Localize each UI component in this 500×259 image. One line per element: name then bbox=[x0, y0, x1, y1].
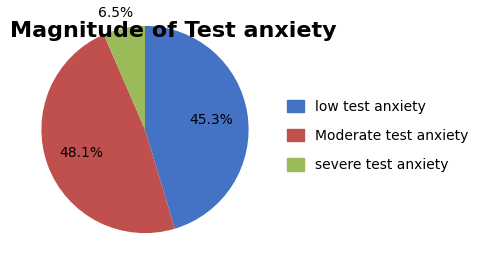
Text: 45.3%: 45.3% bbox=[190, 113, 234, 127]
Text: 6.5%: 6.5% bbox=[98, 6, 134, 20]
Wedge shape bbox=[145, 26, 248, 229]
Wedge shape bbox=[104, 26, 145, 130]
Legend: low test anxiety, Moderate test anxiety, severe test anxiety: low test anxiety, Moderate test anxiety,… bbox=[287, 100, 468, 172]
Wedge shape bbox=[42, 34, 175, 233]
Text: Magnitude of Test anxiety: Magnitude of Test anxiety bbox=[10, 21, 336, 41]
Text: 48.1%: 48.1% bbox=[60, 146, 104, 160]
